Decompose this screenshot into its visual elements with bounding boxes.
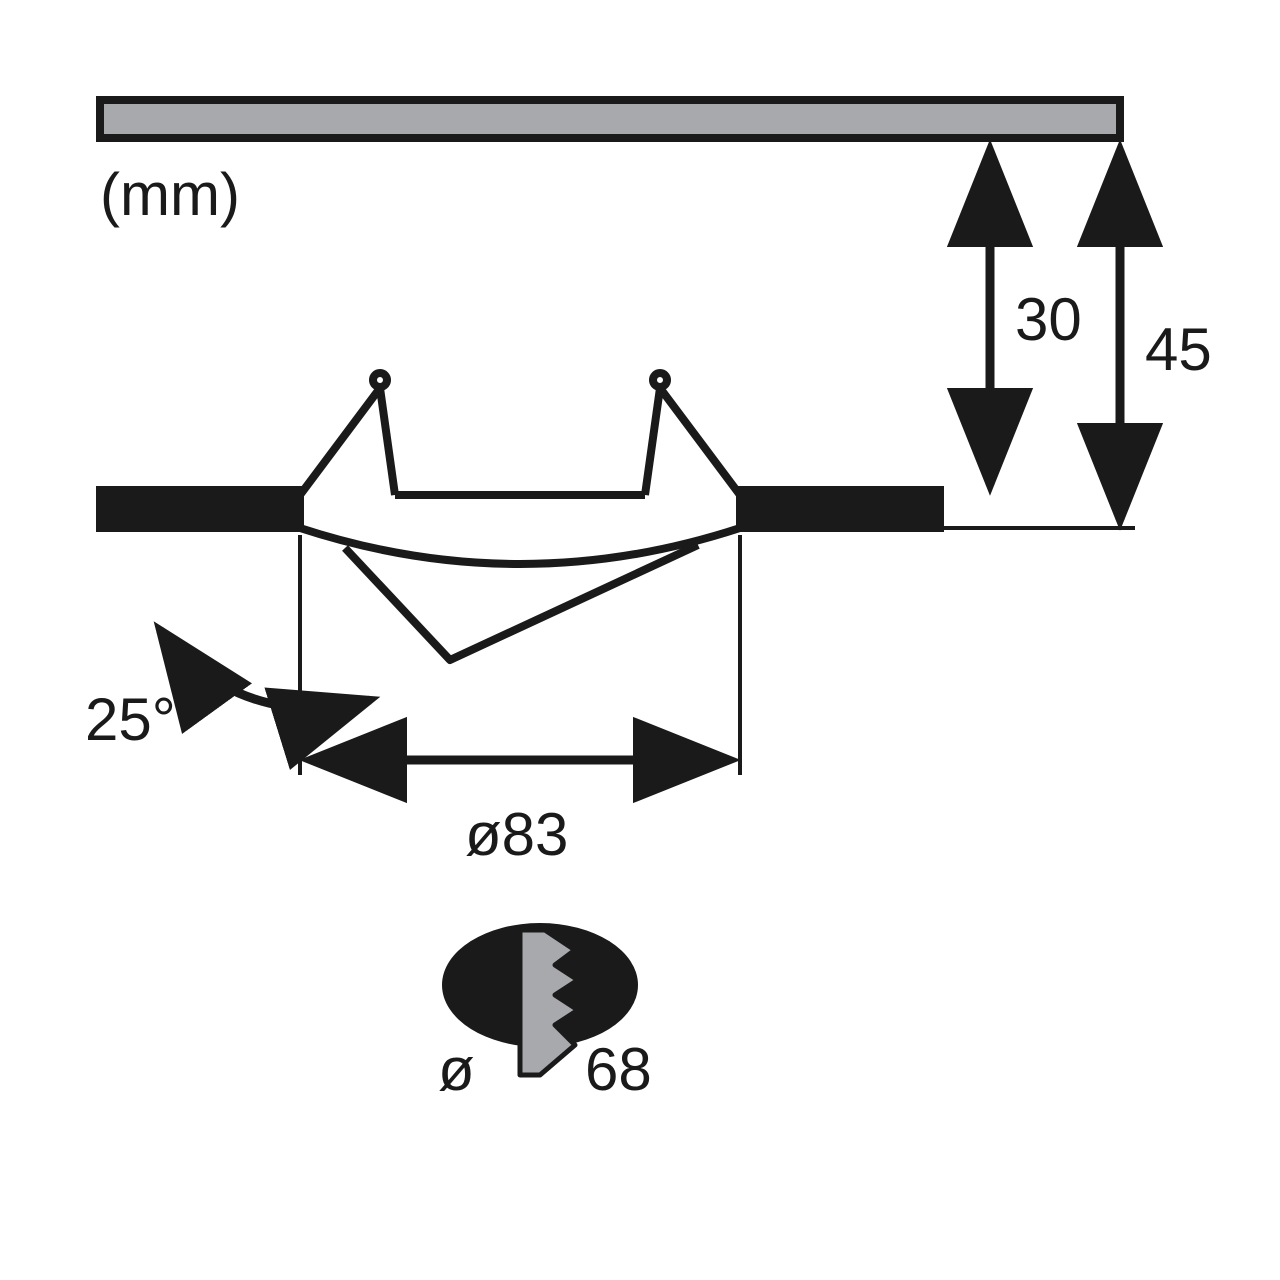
mount-plate-right [740, 490, 940, 528]
diameter-83-label: ø83 [465, 801, 568, 868]
dimension-total-depth: 45 [1120, 150, 1212, 520]
dimension-tilt-angle: 25° [85, 630, 370, 753]
spring-clip-left [300, 373, 395, 495]
cutout-icon: ø 68 [438, 923, 652, 1103]
angle-label: 25° [85, 686, 176, 753]
technical-diagram: (mm) 30 45 25° ø83 [0, 0, 1280, 1280]
dim-30-label: 30 [1015, 286, 1082, 353]
dim-45-label: 45 [1145, 316, 1212, 383]
spring-clip-right [645, 373, 740, 495]
unit-label: (mm) [100, 161, 240, 228]
saw-blade-icon [520, 930, 578, 1075]
dimension-recess-depth: 30 [990, 150, 1082, 485]
cutout-diameter-label: 68 [585, 1036, 652, 1103]
ceiling-bar [100, 100, 1120, 138]
cutout-diameter-symbol: ø [438, 1036, 475, 1103]
mount-plate-left [100, 490, 300, 528]
